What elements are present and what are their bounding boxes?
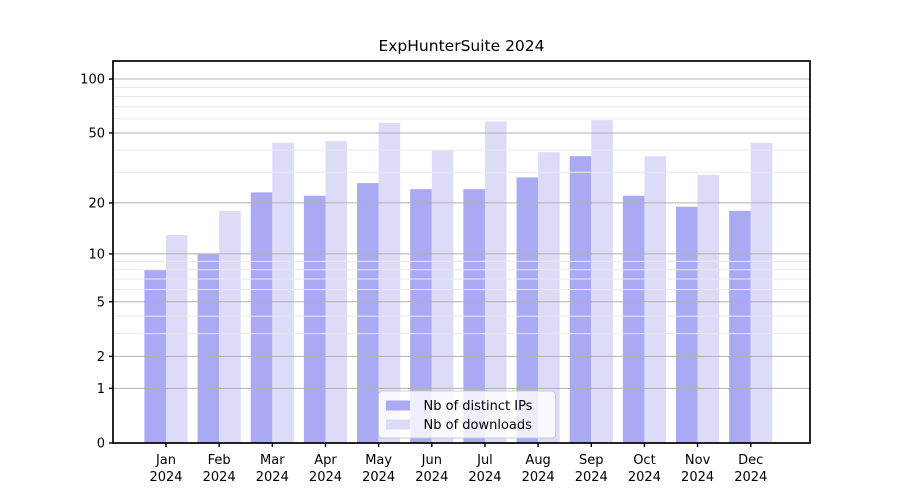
x-tick-label-year: 2024 [415, 470, 448, 485]
x-tick-label-year: 2024 [522, 470, 555, 485]
x-tick-label-year: 2024 [362, 470, 395, 485]
x-tick-label-year: 2024 [149, 470, 182, 485]
legend-swatch-downloads [386, 419, 410, 430]
x-tick-label-year: 2024 [468, 470, 501, 485]
bar-downloads-feb [219, 210, 241, 443]
bar-downloads-oct [644, 156, 667, 443]
bar-ips-mar [250, 192, 273, 443]
bar-ips-apr [303, 195, 326, 443]
y-tick-label: 0 [97, 437, 105, 452]
bar-downloads-jan [166, 234, 188, 443]
gridlines-minor [113, 86, 810, 335]
bar-ips-oct [622, 195, 645, 443]
legend-label: Nb of downloads [424, 418, 533, 433]
x-tick-label-month: Feb [208, 453, 231, 468]
legend: Nb of distinct IPs Nb of downloads [378, 390, 556, 439]
y-tick-label: 100 [80, 73, 105, 88]
bar-ips-may [357, 183, 379, 443]
x-tick-label-year: 2024 [256, 470, 289, 485]
bar-ips-feb [197, 253, 220, 443]
y-tick-label: 10 [88, 247, 105, 262]
x-tick-label-month: Jan [155, 453, 176, 468]
legend-swatch-ips [386, 400, 410, 411]
y-tick-label: 50 [88, 126, 105, 141]
x-tick-label-year: 2024 [203, 470, 236, 485]
bar-downloads-dec [750, 142, 773, 443]
bar-downloads-aug [538, 152, 560, 443]
x-tick-label-year: 2024 [309, 470, 342, 485]
legend-box [378, 390, 556, 439]
bar-downloads-jun [431, 150, 454, 443]
x-tick-label-year: 2024 [575, 470, 608, 485]
bar-downloads-apr [325, 141, 348, 443]
chart-title: ExpHunterSuite 2024 [378, 37, 544, 55]
legend-label: Nb of distinct IPs [424, 399, 533, 414]
gridlines-major [113, 78, 810, 389]
y-tick-label: 20 [88, 196, 105, 211]
x-tick-label-month: Sep [579, 453, 604, 468]
x-tick-label-month: Oct [633, 453, 655, 468]
x-tick-label-month: Dec [738, 453, 763, 468]
x-axis: Jan 2024 Feb 2024 Mar 2024 Apr 2024 May 2024 Jun 20… [149, 443, 767, 485]
plot-box [112, 60, 811, 444]
x-tick-label-year: 2024 [734, 470, 767, 485]
bar-downloads-sep [591, 120, 613, 443]
y-axis: 0 1 2 5 10 20 50 100 [80, 73, 113, 452]
x-tick-label-year: 2024 [628, 470, 661, 485]
y-tick-label: 1 [97, 382, 105, 397]
x-tick-label-year: 2024 [681, 470, 714, 485]
bar-downloads-jul [484, 121, 507, 444]
bar-ips-sep [569, 156, 592, 443]
x-tick-label-month: Jun [421, 453, 442, 468]
y-tick-label: 2 [97, 350, 105, 365]
bar-downloads-mar [272, 142, 294, 443]
x-tick-label-month: May [365, 453, 392, 468]
x-tick-label-month: Nov [685, 453, 711, 468]
bar-ips-dec [729, 210, 751, 443]
bar-ips-nov [676, 206, 698, 443]
x-tick-label-month: Apr [314, 453, 337, 468]
y-tick-label: 5 [97, 295, 105, 310]
x-tick-label-month: Jul [476, 453, 493, 468]
bar-downloads-nov [697, 174, 720, 444]
bar-ips-aug [516, 177, 539, 443]
x-tick-label-month: Aug [525, 453, 550, 468]
bars-group [144, 120, 773, 444]
x-tick-label-month: Mar [260, 453, 285, 468]
